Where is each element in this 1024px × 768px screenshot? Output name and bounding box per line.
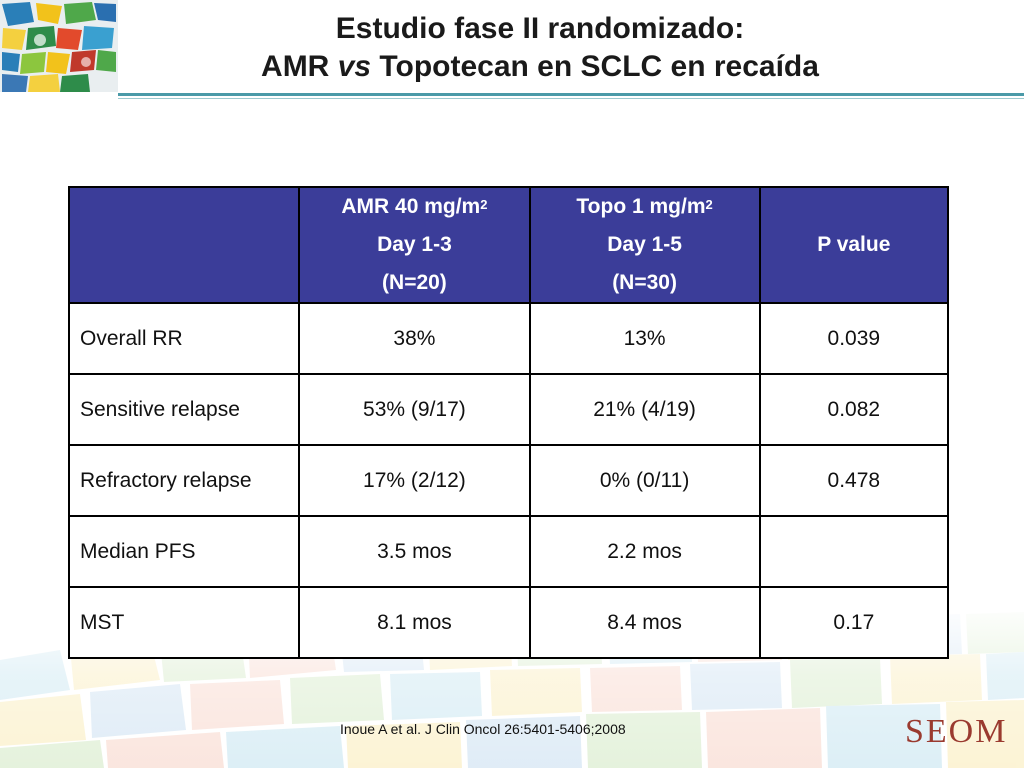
cell-topo: 8.4 mos — [528, 586, 761, 659]
table-row: MST 8.1 mos 8.4 mos 0.17 — [67, 586, 950, 659]
table-header-row: AMR 40 mg/m2 Day 1-3 (N=20) Topo 1 mg/m2… — [67, 186, 950, 304]
table-row: Median PFS 3.5 mos 2.2 mos — [67, 515, 950, 588]
header-pvalue-label: P value — [817, 233, 891, 256]
header-amr-line-3: (N=20) — [382, 271, 447, 294]
header-topo-line-3: (N=30) — [612, 271, 677, 294]
header-topo-dose: Topo 1 mg/m — [576, 195, 706, 218]
cell-pvalue — [758, 515, 950, 588]
title-line-2-post: Topotecan en SCLC en recaída — [371, 50, 819, 83]
title-line-2: AMR vs Topotecan en SCLC en recaída — [130, 48, 950, 86]
cell-topo: 21% (4/19) — [528, 373, 761, 446]
header-cell-empty — [67, 186, 301, 304]
cell-topo: 2.2 mos — [528, 515, 761, 588]
header-amr-dose: AMR 40 mg/m — [341, 195, 481, 218]
mosaic-corner-decoration — [0, 0, 118, 92]
cell-pvalue: 0.039 — [758, 302, 950, 375]
cell-pvalue: 0.17 — [758, 586, 950, 659]
row-label: Overall RR — [67, 302, 301, 375]
header-amr-sup: 2 — [480, 197, 488, 212]
cell-topo: 13% — [528, 302, 761, 375]
header-rule-thin — [118, 98, 1024, 99]
row-label: Median PFS — [67, 515, 301, 588]
cell-topo: 0% (0/11) — [528, 444, 761, 517]
cell-pvalue: 0.082 — [758, 373, 950, 446]
table-row: Overall RR 38% 13% 0.039 — [67, 302, 950, 375]
cell-amr: 17% (2/12) — [298, 444, 531, 517]
row-label: Sensitive relapse — [67, 373, 301, 446]
header-cell-pvalue: P value — [758, 186, 950, 304]
header-cell-topo: Topo 1 mg/m2 Day 1-5 (N=30) — [528, 186, 761, 304]
header-amr-line-2: Day 1-3 — [377, 233, 452, 256]
title-line-1: Estudio fase II randomizado: — [335, 12, 745, 45]
header-topo-sup: 2 — [705, 197, 713, 212]
row-label: MST — [67, 586, 301, 659]
header-rule — [118, 93, 1024, 96]
slide-title: Estudio fase II randomizado: AMR vs Topo… — [130, 10, 950, 86]
cell-amr: 3.5 mos — [298, 515, 531, 588]
header-amr-line-1: AMR 40 mg/m2 — [308, 188, 520, 226]
seom-logo: SEOM — [905, 713, 1008, 750]
row-label: Refractory relapse — [67, 444, 301, 517]
title-line-2-pre: AMR — [261, 50, 338, 83]
cell-amr: 53% (9/17) — [298, 373, 531, 446]
citation-text: Inoue A et al. J Clin Oncol 26:5401-5406… — [340, 721, 626, 737]
cell-amr: 8.1 mos — [298, 586, 531, 659]
table-row: Refractory relapse 17% (2/12) 0% (0/11) … — [67, 444, 950, 517]
table-row: Sensitive relapse 53% (9/17) 21% (4/19) … — [67, 373, 950, 446]
header-topo-line-1: Topo 1 mg/m2 — [539, 188, 751, 226]
header-cell-amr: AMR 40 mg/m2 Day 1-3 (N=20) — [298, 186, 531, 304]
header-topo-line-2: Day 1-5 — [607, 233, 682, 256]
title-vs: vs — [337, 50, 372, 83]
cell-amr: 38% — [298, 302, 531, 375]
results-table: AMR 40 mg/m2 Day 1-3 (N=20) Topo 1 mg/m2… — [67, 186, 950, 659]
cell-pvalue: 0.478 — [758, 444, 950, 517]
